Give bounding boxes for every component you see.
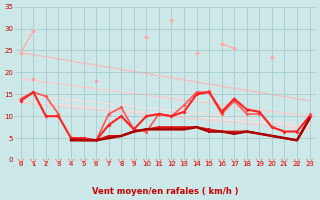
X-axis label: Vent moyen/en rafales ( km/h ): Vent moyen/en rafales ( km/h ) — [92, 187, 238, 196]
